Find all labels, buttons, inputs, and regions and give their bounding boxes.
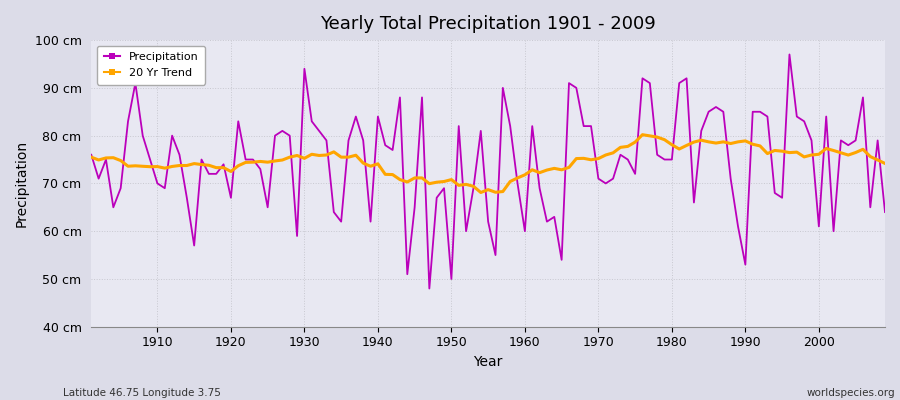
Text: Latitude 46.75 Longitude 3.75: Latitude 46.75 Longitude 3.75	[63, 388, 220, 398]
Legend: Precipitation, 20 Yr Trend: Precipitation, 20 Yr Trend	[97, 46, 205, 84]
Title: Yearly Total Precipitation 1901 - 2009: Yearly Total Precipitation 1901 - 2009	[320, 15, 656, 33]
X-axis label: Year: Year	[473, 355, 503, 369]
Text: worldspecies.org: worldspecies.org	[807, 388, 896, 398]
Y-axis label: Precipitation: Precipitation	[15, 140, 29, 227]
